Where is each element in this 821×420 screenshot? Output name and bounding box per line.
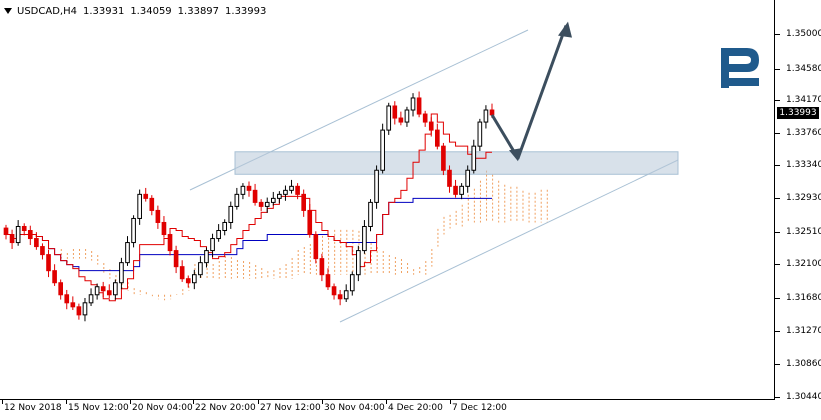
y-tick-label: 1.30440 bbox=[786, 392, 821, 402]
y-tick-mark bbox=[775, 364, 780, 365]
dropdown-triangle-icon[interactable] bbox=[4, 8, 12, 14]
y-tick-label: 1.33340 bbox=[786, 160, 821, 170]
y-tick-label: 1.32930 bbox=[786, 193, 821, 203]
y-tick-mark bbox=[775, 298, 780, 299]
y-tick-mark bbox=[775, 100, 780, 101]
x-tick-mark bbox=[386, 400, 387, 404]
y-tick-mark bbox=[775, 264, 780, 265]
x-tick-label: 20 Nov 04:00 bbox=[132, 403, 193, 413]
y-tick-label: 1.30860 bbox=[786, 359, 821, 369]
x-tick-label: 30 Nov 04:00 bbox=[324, 403, 385, 413]
close-value: 1.33993 bbox=[225, 6, 266, 17]
y-tick-label: 1.32100 bbox=[786, 259, 821, 269]
x-tick-mark bbox=[258, 400, 259, 404]
y-tick-mark bbox=[775, 133, 780, 134]
x-tick-mark bbox=[193, 400, 194, 404]
y-tick-mark bbox=[775, 397, 780, 398]
symbol-label: USDCAD,H4 bbox=[17, 6, 77, 17]
x-tick-mark bbox=[130, 400, 131, 404]
low-value: 1.33897 bbox=[178, 6, 219, 17]
chart-header: USDCAD,H4 1.33931 1.34059 1.33897 1.3399… bbox=[0, 4, 272, 18]
broker-logo-icon bbox=[717, 44, 765, 92]
y-tick-mark bbox=[775, 331, 780, 332]
y-tick-label: 1.35000 bbox=[786, 29, 821, 39]
x-tick-label: 4 Dec 20:00 bbox=[388, 403, 443, 413]
x-tick-label: 12 Nov 2018 bbox=[4, 403, 62, 413]
x-tick-label: 7 Dec 12:00 bbox=[452, 403, 507, 413]
x-tick-mark bbox=[450, 400, 451, 404]
y-tick-label: 1.31270 bbox=[786, 326, 821, 336]
y-tick-label: 1.34170 bbox=[786, 95, 821, 105]
x-tick-label: 27 Nov 12:00 bbox=[260, 403, 321, 413]
y-tick-label: 1.34580 bbox=[786, 64, 821, 74]
y-tick-mark bbox=[775, 34, 780, 35]
x-tick-label: 15 Nov 12:00 bbox=[68, 403, 129, 413]
y-tick-mark bbox=[775, 69, 780, 70]
high-value: 1.34059 bbox=[130, 6, 171, 17]
y-tick-label: 1.32510 bbox=[786, 227, 821, 237]
current-price-tag: 1.33993 bbox=[777, 107, 819, 119]
y-tick-mark bbox=[775, 165, 780, 166]
x-tick-mark bbox=[2, 400, 3, 404]
x-tick-label: 22 Nov 20:00 bbox=[195, 403, 256, 413]
x-tick-mark bbox=[66, 400, 67, 404]
x-tick-mark bbox=[322, 400, 323, 404]
y-tick-label: 1.31680 bbox=[786, 293, 821, 303]
open-value: 1.33931 bbox=[83, 6, 124, 17]
y-tick-label: 1.33760 bbox=[786, 128, 821, 138]
y-tick-mark bbox=[775, 198, 780, 199]
y-tick-mark bbox=[775, 232, 780, 233]
plot-frame bbox=[0, 0, 775, 400]
